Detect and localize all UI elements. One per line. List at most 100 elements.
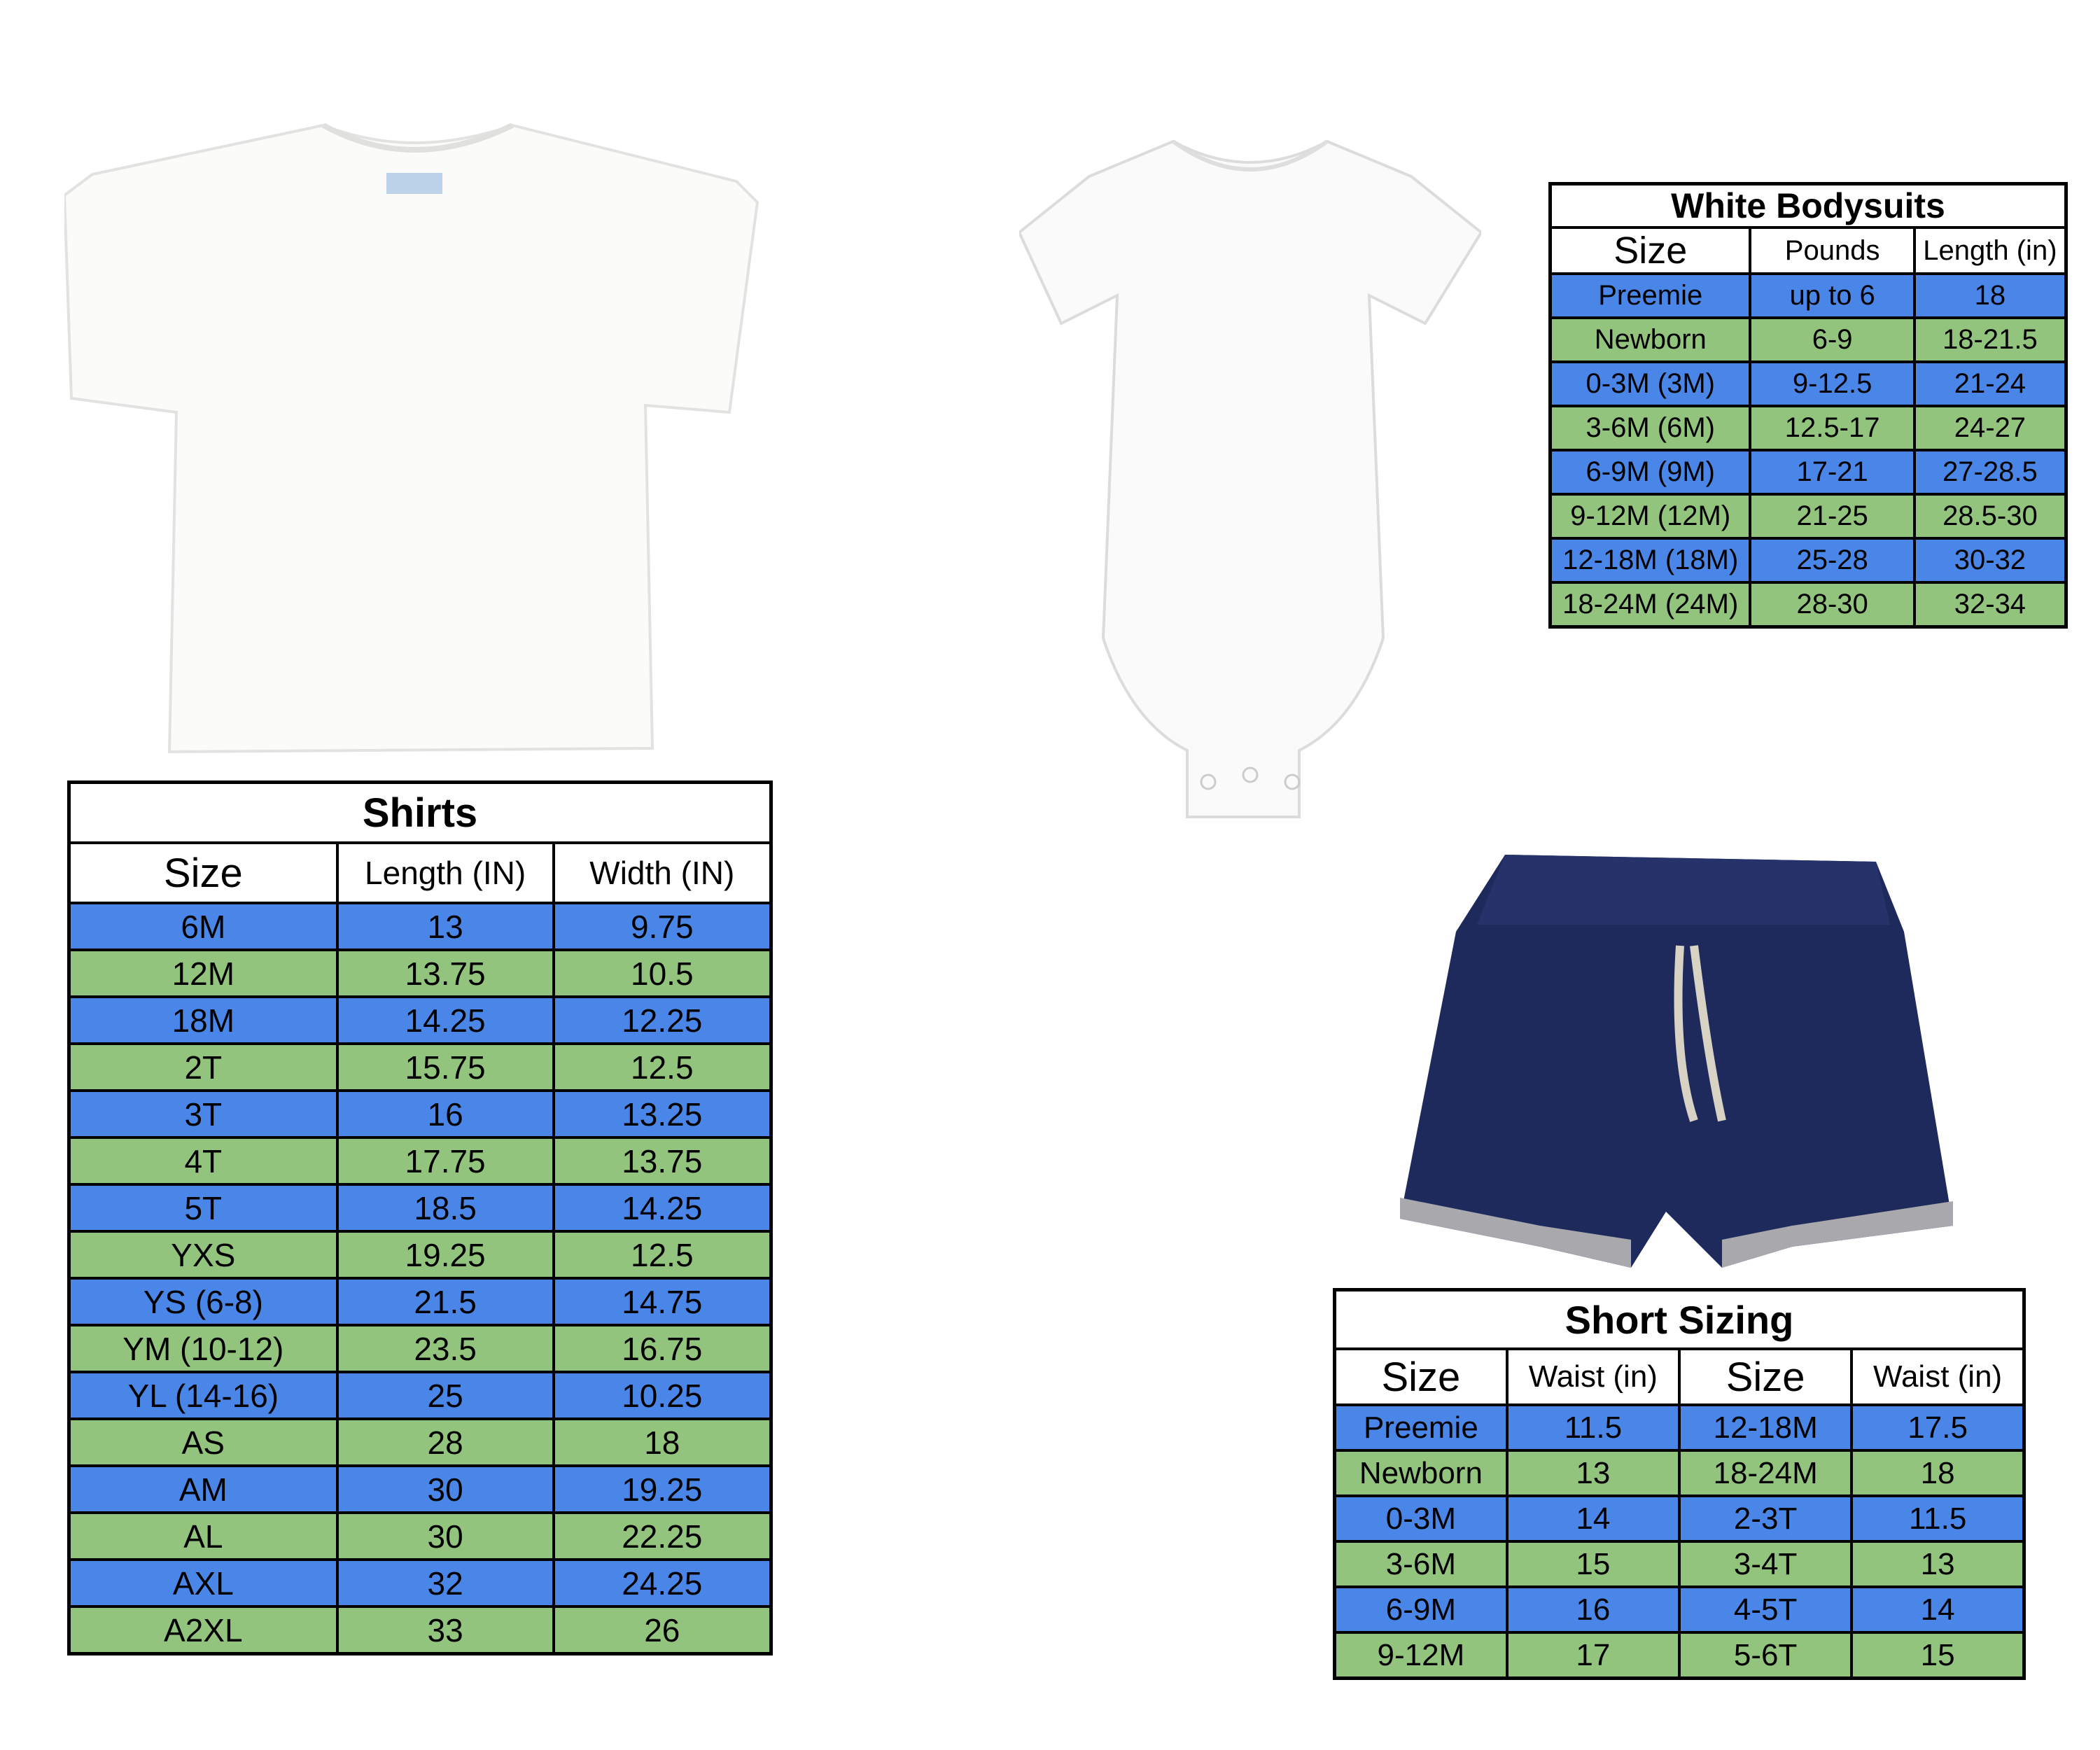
table-cell: 3T: [67, 1089, 339, 1139]
white-bodysuits-size-table: White Bodysuits Size Pounds Length (in) Pree…: [1548, 182, 2068, 629]
table-cell: 18: [1850, 1449, 2026, 1497]
table-cell: 30: [335, 1464, 555, 1514]
table-row: Newborn 6-9 18-21.5: [1548, 316, 2068, 363]
column-header: Length (IN): [335, 841, 555, 904]
table-row: Newborn 13 18-24M 18: [1333, 1449, 2026, 1497]
table-row: YS (6-8) 21.5 14.75: [67, 1277, 773, 1326]
table-cell: 18M: [67, 995, 339, 1045]
table-cell: 19.25: [552, 1464, 773, 1514]
shorts-header-row: Size Waist (in) Size Waist (in): [1333, 1348, 2026, 1406]
table-cell: 28: [335, 1418, 555, 1467]
table-cell: 25: [335, 1371, 555, 1420]
table-row: 6-9M 16 4-5T 14: [1333, 1586, 2026, 1634]
table-cell: 13.75: [552, 1136, 773, 1186]
table-cell: 0-3M: [1333, 1494, 1508, 1543]
table-cell: 12M: [67, 948, 339, 998]
table-cell: 15.75: [335, 1042, 555, 1092]
table-cell: 24.25: [552, 1558, 773, 1608]
bodysuits-header-row: Size Pounds Length (in): [1548, 226, 2068, 275]
table-cell: 13.25: [552, 1089, 773, 1139]
table-cell: 4-5T: [1677, 1586, 1854, 1634]
table-row: YL (14-16) 25 10.25: [67, 1371, 773, 1420]
table-cell: YL (14-16): [67, 1371, 339, 1420]
table-row: 3-6M 15 3-4T 13: [1333, 1540, 2026, 1588]
column-header: Pounds: [1749, 226, 1916, 275]
table-cell: 25-28: [1749, 537, 1916, 584]
table-row: 6-9M (9M) 17-21 27-28.5: [1548, 449, 2068, 496]
table-cell: AM: [67, 1464, 339, 1514]
table-cell: 18-24M (24M): [1548, 581, 1752, 629]
short-sizing-table: Short Sizing Size Waist (in) Size Waist (in)…: [1333, 1288, 2026, 1680]
table-cell: YXS: [67, 1230, 339, 1280]
table-row: 9-12M (12M) 21-25 28.5-30: [1548, 493, 2068, 540]
table-row: AL 30 22.25: [67, 1511, 773, 1561]
table-cell: 10.5: [552, 948, 773, 998]
table-cell: 12.5: [552, 1230, 773, 1280]
table-cell: 17-21: [1749, 449, 1916, 496]
white-tshirt-image: [64, 122, 760, 754]
table-cell: 12-18M: [1677, 1404, 1854, 1452]
table-row: AM 30 19.25: [67, 1464, 773, 1514]
table-row: 0-3M 14 2-3T 11.5: [1333, 1494, 2026, 1543]
table-cell: 13: [335, 902, 555, 951]
table-cell: 6-9M: [1333, 1586, 1508, 1634]
table-cell: 32-34: [1912, 581, 2068, 629]
table-cell: up to 6: [1749, 272, 1916, 319]
table-cell: Newborn: [1333, 1449, 1508, 1497]
table-cell: Newborn: [1548, 316, 1752, 363]
table-cell: 6-9: [1749, 316, 1916, 363]
column-header: Waist (in): [1850, 1348, 2026, 1406]
table-cell: 21-24: [1912, 360, 2068, 407]
table-cell: 2-3T: [1677, 1494, 1854, 1543]
table-cell: 33: [335, 1605, 555, 1656]
table-cell: 3-4T: [1677, 1540, 1854, 1588]
table-cell: 3-6M (6M): [1548, 405, 1752, 451]
table-cell: 19.25: [335, 1230, 555, 1280]
table-cell: YM (10-12): [67, 1324, 339, 1373]
column-header: Size: [67, 841, 339, 904]
column-header: Size: [1548, 226, 1752, 275]
table-cell: 18: [552, 1418, 773, 1467]
table-cell: 22.25: [552, 1511, 773, 1561]
column-header: Size: [1677, 1348, 1854, 1406]
table-row: 4T 17.75 13.75: [67, 1136, 773, 1186]
table-cell: 4T: [67, 1136, 339, 1186]
table-cell: 15: [1505, 1540, 1681, 1588]
table-cell: 17: [1505, 1631, 1681, 1680]
table-cell: 5-6T: [1677, 1631, 1854, 1680]
table-cell: 32: [335, 1558, 555, 1608]
table-cell: 21-25: [1749, 493, 1916, 540]
shirts-header-row: Size Length (IN) Width (IN): [67, 841, 773, 904]
table-cell: 14.25: [552, 1183, 773, 1233]
table-cell: 13.75: [335, 948, 555, 998]
table-row: 2T 15.75 12.5: [67, 1042, 773, 1092]
table-cell: 23.5: [335, 1324, 555, 1373]
table-cell: 18-21.5: [1912, 316, 2068, 363]
denim-shorts-image: [1400, 855, 1953, 1268]
table-cell: 30-32: [1912, 537, 2068, 584]
table-row: YM (10-12) 23.5 16.75: [67, 1324, 773, 1373]
table-row: YXS 19.25 12.5: [67, 1230, 773, 1280]
table-row: AXL 32 24.25: [67, 1558, 773, 1608]
table-cell: 0-3M (3M): [1548, 360, 1752, 407]
table-row: 9-12M 17 5-6T 15: [1333, 1631, 2026, 1680]
table-cell: 6M: [67, 902, 339, 951]
table-cell: 12.5-17: [1749, 405, 1916, 451]
shirts-size-table: Shirts Size Length (IN) Width (IN) 6M 13 9.75 1…: [67, 780, 773, 1656]
shorts-title-row: Short Sizing: [1333, 1288, 2026, 1350]
table-row: A2XL 33 26: [67, 1605, 773, 1656]
table-cell: 12.5: [552, 1042, 773, 1092]
table-cell: 17.75: [335, 1136, 555, 1186]
table-cell: 16: [1505, 1586, 1681, 1634]
table-cell: 28-30: [1749, 581, 1916, 629]
table-cell: 9-12M (12M): [1548, 493, 1752, 540]
table-cell: 18-24M: [1677, 1449, 1854, 1497]
table-cell: 11.5: [1850, 1494, 2026, 1543]
table-row: 18M 14.25 12.25: [67, 995, 773, 1045]
table-cell: 14.25: [335, 995, 555, 1045]
table-cell: 11.5: [1505, 1404, 1681, 1452]
table-cell: 18.5: [335, 1183, 555, 1233]
table-cell: 16: [335, 1089, 555, 1139]
shirts-title: Shirts: [67, 780, 773, 844]
shirts-title-row: Shirts: [67, 780, 773, 844]
